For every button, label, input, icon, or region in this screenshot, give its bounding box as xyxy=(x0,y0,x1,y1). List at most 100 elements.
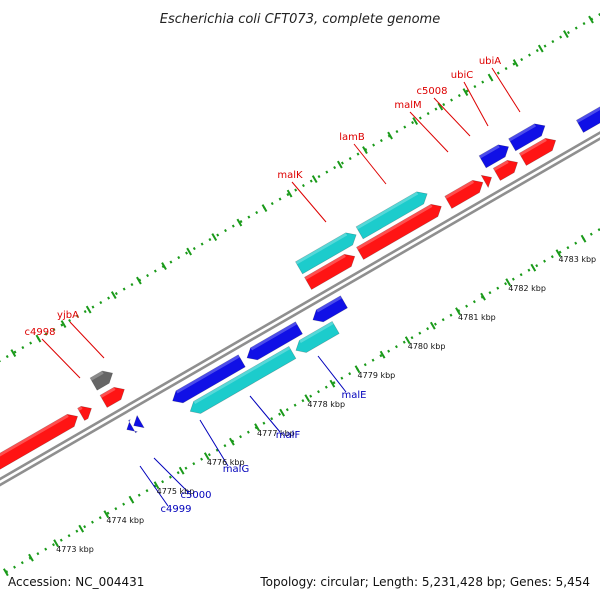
track-tick xyxy=(203,452,210,461)
malG-gene-highlight xyxy=(176,354,240,394)
malE-gene xyxy=(312,295,348,323)
malE-operon-2-highlight xyxy=(299,321,334,343)
c5008-gene xyxy=(480,174,492,189)
track-tick xyxy=(136,276,142,285)
leader-malM xyxy=(409,111,449,153)
track-tick xyxy=(555,249,562,258)
track-tick xyxy=(530,263,537,272)
malF-gene-highlight xyxy=(250,321,297,351)
track-tick xyxy=(60,320,67,329)
gene-label-malK: malK xyxy=(277,170,303,181)
leader-malK xyxy=(291,181,327,223)
track-tick xyxy=(588,15,594,24)
malK-gene-highlight xyxy=(304,254,346,280)
ubiA-gene-b-highlight xyxy=(508,123,536,142)
track-tick xyxy=(412,117,419,126)
track-tick xyxy=(462,88,469,97)
track-tick xyxy=(429,321,436,330)
unknown-gene-highlight xyxy=(90,371,104,381)
ubiC-gene xyxy=(492,159,518,181)
malE-operon-highlight xyxy=(193,346,291,404)
track-tick xyxy=(236,218,243,227)
leader-ubiA xyxy=(491,67,521,113)
gene-label-malF: malF xyxy=(276,430,301,441)
lamB-operon-highlight xyxy=(356,191,419,230)
yjbA-gene xyxy=(77,405,92,421)
ubiA-gene-b xyxy=(508,123,546,152)
leader-malE xyxy=(317,355,347,393)
c4998-gene xyxy=(0,413,78,470)
ubiA-gene-c xyxy=(518,137,557,166)
c4998-arrow-highlight xyxy=(100,387,116,398)
track-tick xyxy=(362,146,368,155)
track-tick xyxy=(78,524,85,533)
track-tick xyxy=(110,291,117,300)
leader-malG xyxy=(199,419,229,467)
gene-label-ubiA: ubiA xyxy=(479,56,501,67)
track-tick xyxy=(254,423,260,432)
gene-features xyxy=(0,106,600,470)
track-tick xyxy=(53,539,59,548)
scale-label-0: 4773 kbp xyxy=(56,545,94,554)
edge-gene-highlight xyxy=(576,106,600,123)
ubiA-gene-c-highlight xyxy=(519,138,547,156)
track-tick xyxy=(85,305,92,314)
track-tick xyxy=(537,44,544,53)
scale-label-10: 4783 kbp xyxy=(558,255,596,264)
malM-gene-highlight xyxy=(444,180,474,199)
track-tick xyxy=(10,349,17,358)
scale-label-6: 4779 kbp xyxy=(358,371,396,380)
malK-operon-highlight xyxy=(295,232,348,265)
leader-c4998 xyxy=(41,338,81,379)
gene-label-c4999: c4999 xyxy=(161,504,192,515)
gene-label-c5008: c5008 xyxy=(417,86,448,97)
scale-label-1: 4774 kbp xyxy=(106,516,144,525)
track-tick xyxy=(103,510,110,519)
track-tick xyxy=(455,307,461,316)
c4999-gene xyxy=(126,418,139,434)
track-tick xyxy=(480,292,486,301)
gene-label-ubiC: ubiC xyxy=(451,70,473,81)
track-tick xyxy=(161,262,167,271)
gene-label-lamB: lamB xyxy=(339,132,365,143)
leader-ubiC xyxy=(463,81,489,127)
lamB-gene-highlight xyxy=(356,204,433,250)
gene-label-malG: malG xyxy=(223,464,249,475)
track-tick xyxy=(563,30,569,39)
scale-label-4: 4777 kbp xyxy=(257,429,295,438)
track-tick xyxy=(580,234,587,243)
track-dots xyxy=(0,12,600,577)
track-tick xyxy=(379,350,386,359)
track-tick xyxy=(128,495,135,504)
track-tick xyxy=(261,204,268,213)
accession-text: Accession: NC_004431 xyxy=(8,575,144,589)
malK-operon xyxy=(295,232,357,275)
track-tick xyxy=(178,466,185,475)
track-tick xyxy=(487,73,494,82)
ubiA-gene-a xyxy=(478,144,509,169)
leader-yjbA xyxy=(69,321,105,359)
track-tick xyxy=(304,394,311,403)
gene-label-c4998: c4998 xyxy=(25,327,56,338)
track-tick xyxy=(387,131,393,140)
backbone-line-top xyxy=(0,131,600,481)
malG-gene xyxy=(172,354,246,404)
scale-label-8: 4781 kbp xyxy=(458,313,496,322)
track-tick xyxy=(437,102,444,111)
scale-label-3: 4776 kbp xyxy=(207,458,245,467)
gene-label-malM: malM xyxy=(394,100,421,111)
track-tick xyxy=(186,247,193,256)
track-tick xyxy=(211,233,218,242)
scale-label-2: 4775 kbp xyxy=(157,487,195,496)
track-tick xyxy=(354,365,361,374)
track-tick xyxy=(153,481,160,490)
gene-label-yjbA: yjbA xyxy=(57,310,79,321)
scale-labels: 4773 kbp 4774 kbp 4775 kbp 4776 kbp 4777 kbp… xyxy=(56,255,596,554)
scale-label-7: 4780 kbp xyxy=(408,342,446,351)
genome-backbone xyxy=(0,131,600,487)
leader-c5008 xyxy=(433,97,471,137)
track-tick xyxy=(229,437,235,446)
